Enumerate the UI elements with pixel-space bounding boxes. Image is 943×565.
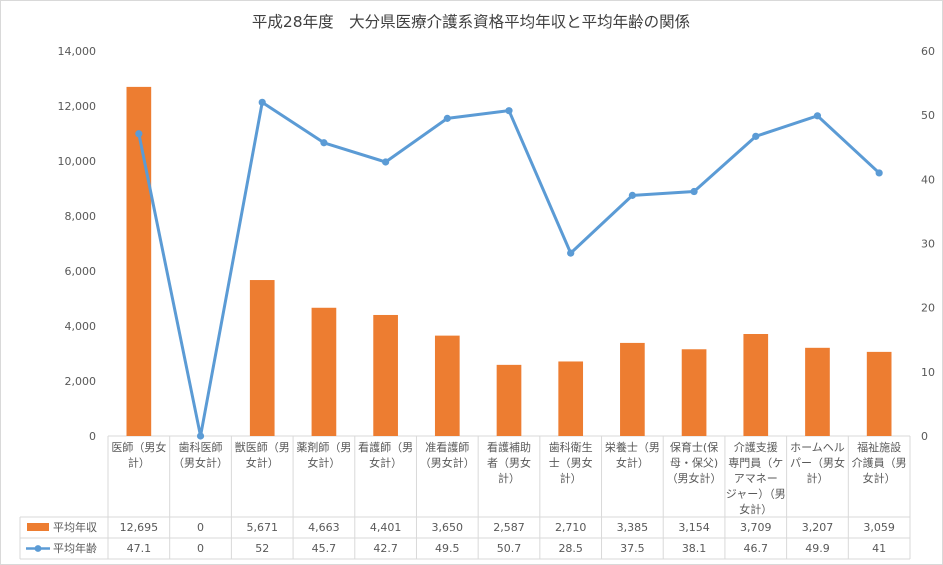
line-point — [690, 187, 698, 196]
category-label: 介護支援専門員（ケアマネージャー）（男女計） — [726, 440, 786, 516]
bar — [496, 364, 522, 436]
y-right-tick-label: 20 — [921, 302, 935, 315]
y-right-tick-label: 0 — [921, 430, 928, 443]
data-label-bar: 2,710 — [555, 521, 587, 534]
category-label: 歯科衛生士（男女計） — [549, 440, 593, 485]
y-left-tick-label: 14,000 — [58, 45, 97, 58]
line-point — [567, 249, 575, 257]
data-label-line: 41 — [872, 542, 886, 555]
category-label: 准看護師（男女計） — [420, 440, 475, 470]
data-label-bar: 3,207 — [802, 521, 834, 534]
category-label: 看護師（男女計） — [358, 440, 413, 470]
category-label: 歯科医師（男女計） — [173, 440, 228, 470]
bar — [249, 280, 275, 436]
data-label-line: 47.1 — [127, 542, 152, 555]
data-label-bar: 3,650 — [432, 521, 464, 534]
data-label-bar: 5,671 — [246, 521, 278, 534]
data-label-line: 52 — [255, 542, 269, 555]
data-label-line: 28.5 — [558, 542, 583, 555]
data-label-bar: 2,587 — [493, 521, 525, 534]
legend-swatch-bar — [27, 523, 49, 531]
legend-swatch-marker — [34, 545, 42, 552]
line-point — [813, 112, 822, 120]
category-label: ホームヘルパー（男女計） — [790, 441, 845, 485]
data-label-line: 38.1 — [682, 542, 707, 555]
category-label: 栄養士（男女計） — [605, 440, 660, 470]
data-label-bar: 3,154 — [678, 521, 710, 534]
data-label-line: 0 — [197, 542, 204, 555]
data-label-bar: 12,695 — [120, 521, 159, 534]
line-point — [320, 139, 328, 147]
y-right-tick-label: 30 — [921, 238, 935, 251]
y-left-tick-label: 6,000 — [65, 265, 97, 278]
category-label: 獣医師（男女計） — [235, 440, 290, 470]
y-left-tick-label: 8,000 — [65, 210, 97, 223]
data-label-line: 50.7 — [497, 542, 522, 555]
axes: 0 2,000 4,000 6,000 8,000 10,000 12,000 14,000 0… — [19, 45, 935, 560]
bar — [743, 334, 769, 436]
data-label-bar: 4,401 — [370, 521, 402, 534]
line-point — [752, 132, 760, 140]
line-point — [628, 191, 636, 199]
legend-label-line: 平均年齢 — [53, 541, 97, 555]
legend-label-bar: 平均年収 — [53, 520, 97, 534]
bar — [866, 351, 892, 436]
category-label: 薬剤師（男女計） — [296, 440, 351, 470]
data-label-line: 49.5 — [435, 542, 460, 555]
line-point — [258, 98, 266, 106]
data-label-bar: 0 — [197, 521, 204, 534]
bar — [620, 342, 645, 436]
data-label-line: 49.9 — [805, 542, 830, 555]
bar — [805, 347, 830, 436]
y-left-tick-label: 0 — [89, 430, 96, 443]
category-label: 医師（男女計） — [111, 440, 166, 470]
y-right-tick-label: 40 — [921, 173, 935, 186]
line-point — [135, 130, 143, 138]
y-left-tick-label: 2,000 — [65, 375, 97, 388]
bar — [558, 361, 584, 436]
data-label-line: 45.7 — [312, 542, 337, 555]
category-label: 福祉施設介護員（男女計） — [852, 440, 907, 485]
data-label-bar: 3,059 — [863, 521, 895, 534]
chart-title: 平成28年度 大分県医療介護系資格平均年収と平均年齢の関係 — [252, 13, 690, 31]
y-left-tick-label: 12,000 — [58, 100, 97, 113]
y-right-tick-label: 60 — [921, 45, 935, 58]
bar-series — [126, 86, 892, 436]
data-label-line: 37.5 — [620, 542, 645, 555]
y-left-tick-label: 10,000 — [58, 155, 97, 168]
data-table: 医師（男女計）歯科医師（男女計）獣医師（男女計）薬剤師（男女計）看護師（男女計）… — [26, 440, 907, 555]
line-point — [382, 158, 390, 166]
bar — [373, 314, 398, 436]
category-label: 保育士(保母・保父)（男女計） — [667, 440, 722, 485]
line-point — [505, 107, 513, 115]
bar — [434, 335, 460, 436]
bar — [681, 349, 707, 436]
data-label-bar: 3,385 — [617, 521, 649, 534]
bar — [126, 86, 152, 436]
line-point — [196, 432, 205, 440]
data-label-bar: 4,663 — [308, 521, 340, 534]
y-right-tick-label: 10 — [921, 366, 935, 379]
category-label: 看護補助者（男女計） — [487, 440, 531, 485]
data-label-line: 42.7 — [373, 542, 398, 555]
y-left-tick-label: 4,000 — [65, 320, 97, 333]
data-label-bar: 3,709 — [740, 521, 772, 534]
data-label-line: 46.7 — [744, 542, 769, 555]
line-point — [443, 114, 451, 122]
bar — [311, 307, 337, 436]
line-point — [875, 169, 883, 177]
y-right-tick-label: 50 — [921, 109, 935, 122]
line-series — [135, 98, 883, 440]
